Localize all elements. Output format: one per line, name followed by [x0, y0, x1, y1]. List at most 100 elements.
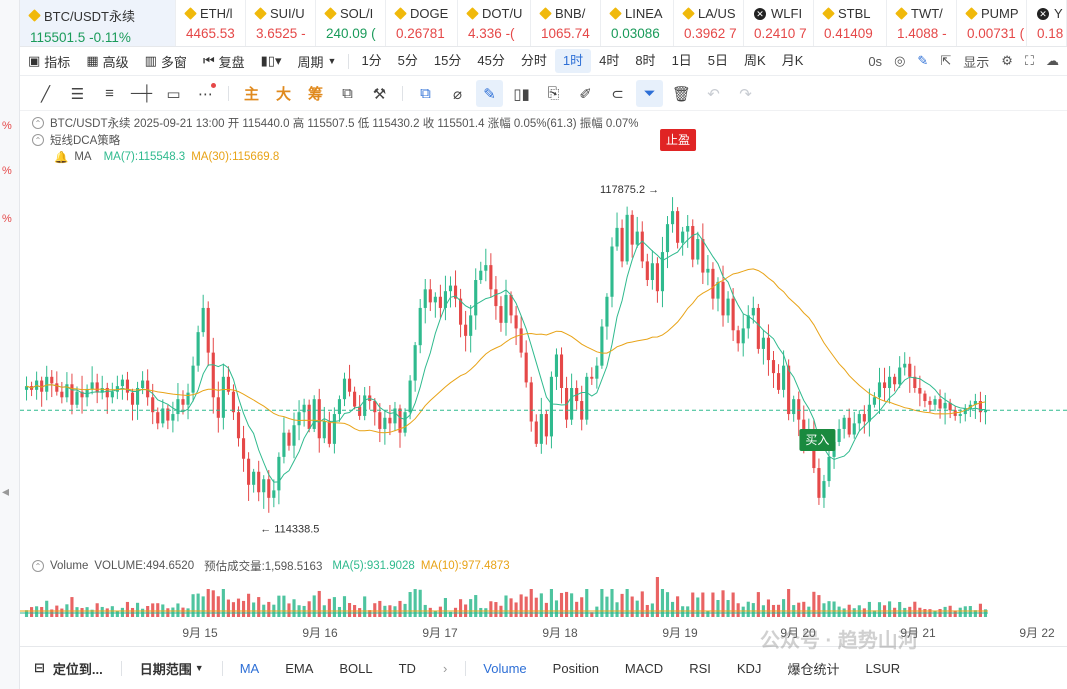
locate-button[interactable]: ⊟ 定位到...: [34, 660, 103, 677]
interval-5[interactable]: 1时: [554, 49, 592, 73]
indicator-tabs: MA EMA BOLL TD › Volume Position MACD RSI KDJ 爆仓统计…: [227, 647, 913, 689]
indicator-tab[interactable]: LSUR: [865, 660, 901, 676]
volume-bar: [575, 601, 579, 617]
strategy-icon[interactable]: ⧉: [342, 85, 353, 102]
ticker-tab[interactable]: DOT/U 4.336 -(: [458, 0, 531, 46]
parallel-channel-icon[interactable]: ☰: [70, 85, 85, 103]
multi-window-button[interactable]: ▥ 多窗: [144, 53, 187, 70]
x-axis-label: 9月 19: [662, 626, 698, 640]
display-button[interactable]: 显示: [963, 54, 990, 70]
collapse-icon[interactable]: ⌃: [32, 134, 44, 146]
volume-bar: [489, 601, 493, 617]
clipboard-icon[interactable]: ⎘: [547, 85, 560, 102]
bell-icon[interactable]: 🔔: [54, 152, 69, 164]
candle-body: [226, 376, 230, 392]
ticker-tab[interactable]: BNB/1065.74: [531, 0, 601, 46]
date-range-button[interactable]: 日期范围 ▼: [139, 661, 204, 677]
volume-bar: [393, 606, 397, 617]
rectangle-icon[interactable]: ▭: [166, 85, 181, 103]
note-icon[interactable]: ✐: [579, 85, 592, 103]
volume-bar: [610, 589, 614, 617]
interval-1[interactable]: 5分: [397, 53, 418, 68]
indicator-tab[interactable]: RSI: [689, 660, 711, 676]
ticker-tab[interactable]: STBL 0.41409: [814, 0, 887, 46]
horizontal-line-icon[interactable]: ─┼: [130, 85, 153, 102]
interval-9[interactable]: 5日: [707, 53, 729, 68]
filter-icon[interactable]: ⏷: [636, 80, 663, 107]
collapse-icon[interactable]: ⌃: [32, 117, 44, 129]
cloud-icon[interactable]: ☁: [1046, 53, 1059, 68]
interval-2[interactable]: 15分: [433, 53, 462, 68]
interval-4[interactable]: 分时: [520, 53, 547, 68]
volume-legend: ⌃ Volume VOLUME:494.6520 预估成交量:1,598.516…: [32, 558, 510, 574]
ticker-tab[interactable]: BTC/USDT永续 115501.5 -0.11%: [20, 0, 176, 46]
ticker-tab[interactable]: SUI/U 3.6525 -: [246, 0, 316, 46]
chart-area[interactable]: 117875.2 → ← 114338.5 止盈 买入 9月 15 9月 16 9月 17 9…: [20, 111, 1067, 646]
interval-6[interactable]: 4时: [599, 53, 620, 68]
indicator-tab[interactable]: Volume: [483, 660, 527, 676]
undo-icon[interactable]: ↶: [707, 85, 720, 103]
tools-icon[interactable]: ⚒: [372, 85, 387, 103]
indicator-tab[interactable]: 爆仓统计: [787, 661, 840, 677]
indicators-button[interactable]: ▣ 指标: [28, 53, 71, 70]
volume-bar: [120, 607, 124, 617]
indicator-tab[interactable]: TD: [398, 660, 416, 676]
ruler-icon[interactable]: ⌀: [452, 85, 463, 103]
camera-icon[interactable]: ◎: [894, 53, 906, 68]
indicator-tab[interactable]: Position: [552, 660, 599, 676]
ticker-tab[interactable]: SOL/I 240.09 (: [316, 0, 386, 46]
ticker-tab[interactable]: ETH/l 4465.53: [176, 0, 246, 46]
volume-bar: [701, 592, 705, 617]
candle-body: [665, 224, 670, 253]
candle-tool-icon[interactable]: ▯▮: [513, 85, 530, 103]
chip-tool[interactable]: 筹: [307, 86, 323, 103]
interval-10[interactable]: 周K: [744, 53, 766, 68]
interval-7[interactable]: 8时: [635, 53, 656, 68]
indicator-tab[interactable]: BOLL: [339, 660, 373, 676]
brush-icon[interactable]: ✎: [476, 80, 503, 107]
ticker-tab[interactable]: DOGE 0.26781: [386, 0, 458, 46]
indicator-tab[interactable]: MA: [239, 660, 260, 676]
volume-bar: [867, 601, 871, 617]
interval-11[interactable]: 月K: [781, 53, 804, 68]
ticker-tab[interactable]: LINEA 0.03086: [601, 0, 674, 46]
replay-button[interactable]: ⏮ 复盘: [202, 53, 245, 70]
settings-icon[interactable]: ⚙: [1001, 53, 1013, 68]
redo-icon[interactable]: ↷: [739, 85, 752, 103]
ticker-tab[interactable]: PUMP 0.00731 (: [957, 0, 1027, 46]
chart-type-button[interactable]: ▮▯▾: [253, 47, 290, 76]
share-icon[interactable]: ⇱: [940, 53, 952, 68]
interval-3[interactable]: 45分: [477, 53, 505, 68]
fib-icon[interactable]: ≡: [105, 85, 114, 102]
candle-body: [60, 391, 64, 398]
indicator-tab[interactable]: KDJ: [736, 660, 762, 676]
copy-icon[interactable]: ⧉: [420, 85, 431, 102]
ticker-price: 0.2410: [754, 26, 796, 41]
chevron-right-icon[interactable]: ›: [442, 660, 448, 676]
candle-body: [736, 330, 740, 344]
candle-body: [534, 421, 538, 444]
period-select[interactable]: 周期 ▼: [297, 54, 337, 70]
indicator-tab[interactable]: MACD: [624, 660, 664, 676]
trash-icon[interactable]: 🗑: [671, 85, 692, 103]
volume-bar: [973, 610, 977, 617]
pro-button[interactable]: ▦ 高级: [86, 53, 129, 70]
interval-8[interactable]: 1日: [671, 53, 692, 68]
ticker-tab[interactable]: ✕ WLFI 0.2410 7: [744, 0, 814, 46]
main-force-tool[interactable]: 主: [243, 86, 259, 103]
more-icon[interactable]: ⋯: [192, 80, 219, 107]
ticker-tab[interactable]: TWT/1.4088 -: [887, 0, 957, 46]
collapse-handle-icon[interactable]: ◂: [2, 483, 10, 499]
ticker-tab[interactable]: ✕ Y 0.18: [1027, 0, 1067, 46]
interval-0[interactable]: 1分: [361, 53, 382, 68]
volume-bar: [337, 606, 342, 617]
ticker-tab[interactable]: LA/US 0.3962 7: [674, 0, 744, 46]
fullscreen-icon[interactable]: ⛶: [1024, 53, 1034, 68]
big-order-tool[interactable]: 大: [275, 86, 291, 103]
line-tool-icon[interactable]: ╱: [40, 85, 51, 103]
pencil-icon[interactable]: ✎: [917, 53, 929, 68]
indicator-tab[interactable]: EMA: [285, 660, 314, 676]
collapse-icon[interactable]: ⌃: [32, 560, 44, 572]
magnet-icon[interactable]: ⊂: [611, 85, 624, 103]
